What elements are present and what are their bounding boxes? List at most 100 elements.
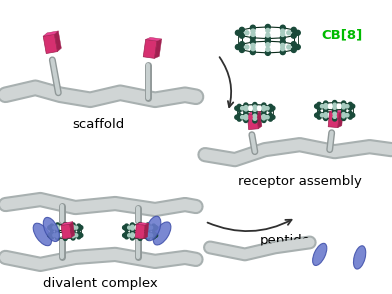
Circle shape: [244, 106, 248, 109]
Circle shape: [125, 227, 129, 231]
Circle shape: [131, 228, 134, 232]
Circle shape: [235, 106, 239, 110]
Circle shape: [71, 236, 75, 240]
Circle shape: [262, 109, 266, 113]
Circle shape: [280, 25, 285, 30]
Circle shape: [53, 234, 56, 237]
Circle shape: [253, 110, 257, 114]
Circle shape: [71, 227, 74, 230]
Circle shape: [262, 108, 265, 111]
Circle shape: [348, 106, 352, 110]
Circle shape: [265, 36, 270, 41]
Circle shape: [128, 226, 131, 229]
Polygon shape: [43, 34, 58, 54]
Circle shape: [56, 228, 60, 232]
Circle shape: [281, 44, 285, 47]
Circle shape: [333, 112, 336, 116]
Circle shape: [146, 236, 150, 240]
Circle shape: [50, 232, 54, 236]
Circle shape: [131, 233, 134, 236]
Circle shape: [253, 108, 256, 111]
Circle shape: [250, 50, 255, 55]
Circle shape: [291, 42, 296, 47]
Circle shape: [266, 29, 270, 32]
Circle shape: [291, 27, 296, 32]
Circle shape: [342, 107, 346, 111]
Circle shape: [333, 101, 337, 105]
Circle shape: [271, 106, 275, 110]
Text: peptide: peptide: [259, 234, 310, 248]
Circle shape: [240, 33, 244, 38]
Circle shape: [48, 226, 52, 230]
Circle shape: [295, 30, 300, 35]
Circle shape: [315, 113, 319, 117]
Circle shape: [77, 232, 81, 236]
Circle shape: [64, 236, 67, 240]
Circle shape: [251, 32, 255, 36]
Circle shape: [324, 116, 328, 121]
Polygon shape: [247, 111, 261, 115]
Circle shape: [152, 232, 156, 236]
Circle shape: [237, 104, 241, 108]
Circle shape: [244, 118, 248, 123]
Ellipse shape: [153, 222, 171, 245]
Circle shape: [265, 24, 270, 29]
Circle shape: [146, 227, 149, 230]
Circle shape: [56, 236, 60, 240]
Text: receptor assembly: receptor assembly: [238, 175, 362, 188]
Circle shape: [56, 233, 59, 236]
Text: CB[8]: CB[8]: [322, 29, 363, 41]
Circle shape: [138, 236, 142, 240]
Circle shape: [262, 112, 266, 116]
Circle shape: [244, 117, 248, 120]
Circle shape: [253, 111, 257, 116]
Circle shape: [265, 39, 270, 44]
Circle shape: [245, 31, 249, 35]
Circle shape: [125, 235, 129, 239]
Circle shape: [271, 115, 275, 119]
Ellipse shape: [145, 216, 161, 241]
Circle shape: [240, 27, 244, 32]
Circle shape: [342, 101, 346, 105]
Circle shape: [125, 224, 129, 228]
Circle shape: [64, 235, 67, 238]
Circle shape: [237, 108, 241, 112]
Circle shape: [56, 230, 60, 235]
Circle shape: [244, 109, 248, 113]
Circle shape: [152, 235, 156, 239]
Circle shape: [320, 113, 324, 117]
Circle shape: [139, 233, 142, 235]
Circle shape: [77, 235, 81, 239]
Circle shape: [149, 234, 152, 237]
Circle shape: [350, 113, 355, 117]
Circle shape: [333, 103, 336, 106]
Circle shape: [48, 233, 52, 237]
Circle shape: [138, 223, 142, 226]
Circle shape: [138, 229, 142, 233]
Circle shape: [251, 29, 255, 33]
Circle shape: [269, 108, 272, 112]
Circle shape: [241, 116, 244, 119]
FancyArrowPatch shape: [207, 220, 292, 231]
Polygon shape: [146, 37, 162, 41]
Circle shape: [324, 115, 327, 118]
Circle shape: [266, 116, 269, 119]
Circle shape: [317, 102, 321, 106]
Circle shape: [236, 45, 240, 49]
Circle shape: [240, 47, 244, 52]
Circle shape: [253, 114, 256, 117]
Circle shape: [244, 115, 248, 118]
Polygon shape: [328, 112, 339, 128]
Circle shape: [56, 223, 60, 227]
Circle shape: [139, 225, 142, 228]
Polygon shape: [143, 39, 157, 59]
Polygon shape: [330, 110, 343, 113]
Ellipse shape: [354, 246, 366, 269]
Circle shape: [324, 113, 327, 116]
Circle shape: [125, 232, 129, 236]
Circle shape: [64, 233, 67, 235]
Circle shape: [262, 115, 265, 118]
Circle shape: [71, 230, 75, 235]
Circle shape: [237, 113, 241, 117]
Polygon shape: [257, 111, 262, 129]
